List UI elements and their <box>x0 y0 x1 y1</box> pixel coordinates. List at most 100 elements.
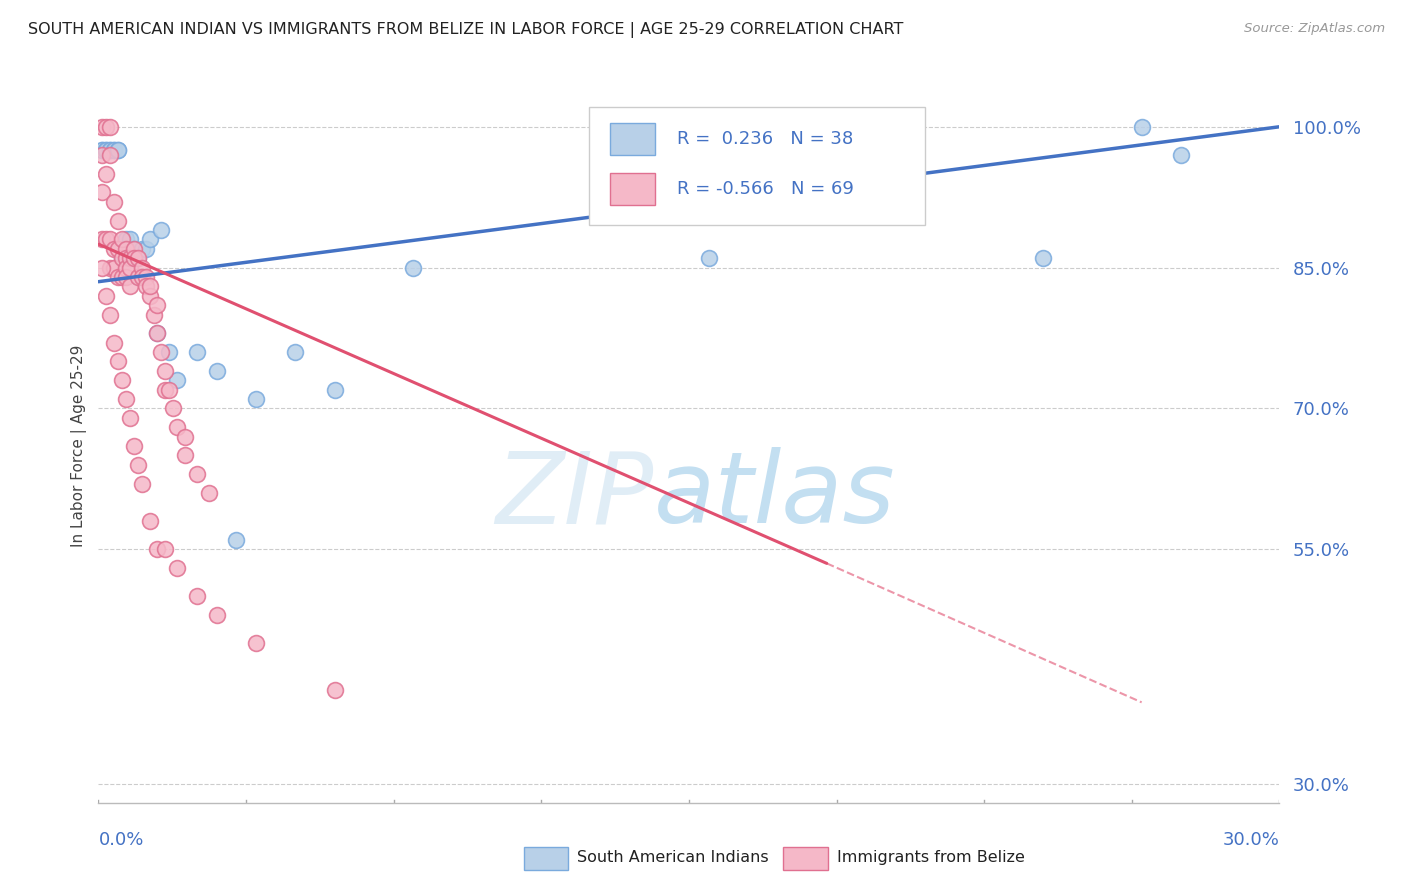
Point <box>131 242 153 256</box>
Point <box>166 373 188 387</box>
Point <box>111 251 134 265</box>
Point <box>205 364 228 378</box>
Point <box>146 298 169 312</box>
Text: atlas: atlas <box>654 448 896 544</box>
Point <box>111 242 134 256</box>
Point <box>91 148 114 162</box>
Point <box>107 354 129 368</box>
Point <box>131 270 153 285</box>
Point <box>122 251 145 265</box>
Point <box>91 143 114 157</box>
Point <box>127 458 149 472</box>
Point <box>131 476 153 491</box>
Point <box>150 223 173 237</box>
Point <box>127 270 149 285</box>
Point <box>118 232 141 246</box>
Point <box>103 242 125 256</box>
Text: 0.0%: 0.0% <box>98 831 143 849</box>
Point <box>1032 251 1054 265</box>
Text: R = -0.566   N = 69: R = -0.566 N = 69 <box>678 180 853 198</box>
Point <box>122 242 145 256</box>
Text: SOUTH AMERICAN INDIAN VS IMMIGRANTS FROM BELIZE IN LABOR FORCE | AGE 25-29 CORRE: SOUTH AMERICAN INDIAN VS IMMIGRANTS FROM… <box>28 22 904 38</box>
Point <box>115 232 138 246</box>
Point <box>135 242 157 256</box>
Text: South American Indians: South American Indians <box>576 850 768 865</box>
Point <box>166 561 188 575</box>
Point <box>127 270 149 285</box>
Point <box>186 467 208 482</box>
Point <box>122 439 145 453</box>
FancyBboxPatch shape <box>610 173 655 205</box>
FancyBboxPatch shape <box>523 847 568 870</box>
Point <box>127 251 149 265</box>
Point <box>142 308 165 322</box>
Point <box>111 232 134 246</box>
Point <box>138 289 160 303</box>
Point <box>96 232 118 246</box>
Point <box>115 270 138 285</box>
Point <box>174 429 197 443</box>
Point <box>402 260 425 275</box>
Point <box>96 120 118 134</box>
Point <box>98 148 121 162</box>
Point <box>98 143 121 157</box>
Point <box>157 383 180 397</box>
Point <box>115 392 138 406</box>
Point <box>98 143 121 157</box>
Point <box>96 289 118 303</box>
Point <box>98 120 121 134</box>
Point <box>155 383 177 397</box>
Point <box>98 308 121 322</box>
Point <box>107 242 129 256</box>
Point <box>103 194 125 209</box>
Text: R =  0.236   N = 38: R = 0.236 N = 38 <box>678 130 853 148</box>
Point <box>245 636 267 650</box>
Point <box>107 270 129 285</box>
Point <box>103 143 125 157</box>
Point <box>135 270 157 285</box>
Point <box>103 335 125 350</box>
Point <box>225 533 247 547</box>
Point <box>96 143 118 157</box>
Point <box>111 270 134 285</box>
Text: Source: ZipAtlas.com: Source: ZipAtlas.com <box>1244 22 1385 36</box>
Point <box>107 143 129 157</box>
FancyBboxPatch shape <box>783 847 828 870</box>
Point <box>103 143 125 157</box>
Point <box>96 167 118 181</box>
Point <box>91 186 114 200</box>
Point <box>98 232 121 246</box>
Point <box>115 242 138 256</box>
Point <box>98 260 121 275</box>
Point <box>118 279 141 293</box>
Text: Immigrants from Belize: Immigrants from Belize <box>837 850 1025 865</box>
Point <box>138 279 160 293</box>
Point <box>111 251 134 265</box>
Point <box>146 326 169 341</box>
Point <box>323 683 346 698</box>
Point <box>284 345 307 359</box>
Text: ZIP: ZIP <box>495 448 654 544</box>
Point <box>135 279 157 293</box>
Point <box>115 251 138 265</box>
Point <box>146 542 169 557</box>
Point <box>122 242 145 256</box>
Point <box>138 514 160 528</box>
Point <box>91 232 114 246</box>
Point <box>118 410 141 425</box>
Point <box>138 232 160 246</box>
Point <box>323 383 346 397</box>
Point <box>115 251 138 265</box>
Point <box>205 607 228 622</box>
Point <box>1170 148 1192 162</box>
Point <box>155 364 177 378</box>
Point <box>107 213 129 227</box>
Point <box>186 345 208 359</box>
Point <box>245 392 267 406</box>
Text: 30.0%: 30.0% <box>1223 831 1279 849</box>
Point <box>118 251 141 265</box>
Point <box>186 589 208 603</box>
FancyBboxPatch shape <box>610 123 655 155</box>
Point <box>103 260 125 275</box>
Point <box>131 260 153 275</box>
